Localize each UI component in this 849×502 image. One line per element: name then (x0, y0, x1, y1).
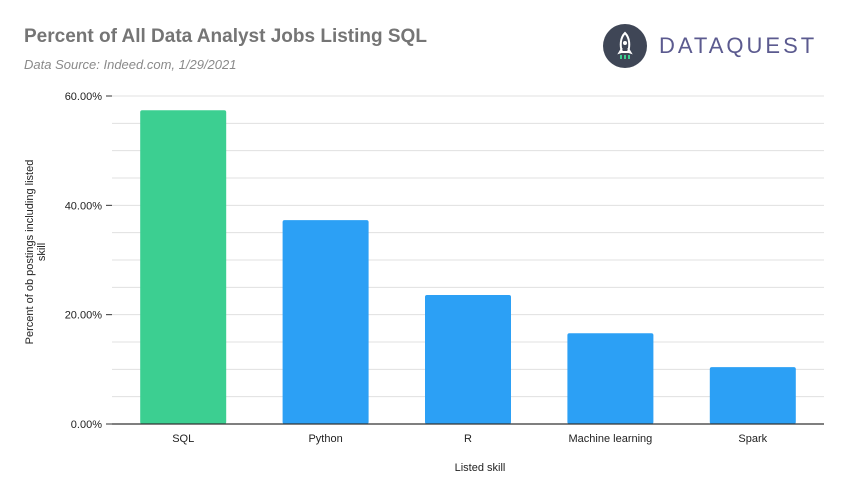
x-tick-label: Python (308, 433, 342, 445)
x-tick-label: Machine learning (569, 433, 653, 445)
bar-spark (709, 367, 796, 424)
y-tick-label: 60.00% (65, 91, 103, 103)
bar-sql (140, 110, 227, 425)
bar-python (282, 220, 369, 424)
y-tick-label: 0.00% (71, 419, 102, 431)
logo-text: DATAQUEST (659, 33, 818, 58)
x-tick-label: Spark (738, 433, 767, 445)
bar-machine-learning (567, 333, 654, 424)
y-tick-label: 40.00% (65, 200, 103, 212)
rocket-icon (603, 24, 647, 68)
x-axis-label: Listed skill (454, 462, 506, 474)
chart-subtitle: Data Source: Indeed.com, 1/29/2021 (24, 57, 237, 72)
y-tick-label: 20.00% (65, 310, 103, 322)
x-tick-label: SQL (172, 433, 194, 445)
bar-r (425, 294, 511, 424)
dataquest-logo: DATAQUEST (603, 24, 817, 68)
x-tick-label: R (464, 433, 472, 445)
chart-title: Percent of All Data Analyst Jobs Listing… (24, 26, 427, 47)
